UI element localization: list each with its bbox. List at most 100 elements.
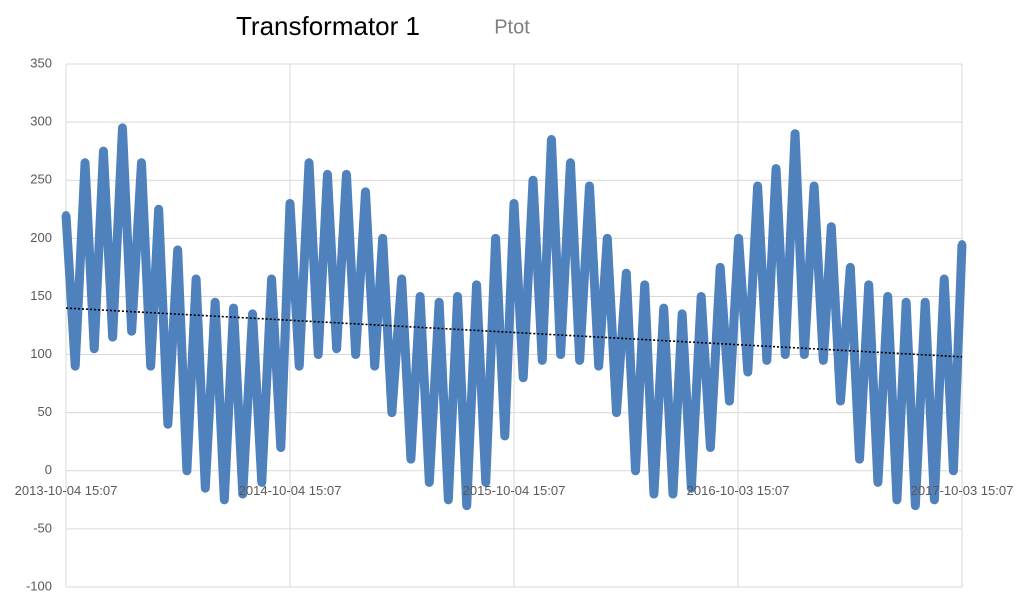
data-point [734, 234, 743, 243]
y-tick-label: 0 [45, 462, 52, 477]
data-point [883, 292, 892, 301]
data-point [154, 205, 163, 214]
data-point [127, 327, 136, 336]
data-point [342, 170, 351, 179]
data-point [491, 234, 500, 243]
data-point [192, 275, 201, 284]
data-point [556, 350, 565, 359]
data-point [201, 484, 210, 493]
data-point [351, 350, 360, 359]
data-point [462, 501, 471, 510]
data-point [836, 397, 845, 406]
x-tick-label: 2013-10-04 15:07 [15, 483, 118, 498]
data-point [182, 466, 191, 475]
data-point [370, 362, 379, 371]
data-point [772, 164, 781, 173]
data-point [295, 362, 304, 371]
data-point [397, 275, 406, 284]
data-point [267, 275, 276, 284]
data-point [444, 495, 453, 504]
data-point [566, 158, 575, 167]
data-point [248, 309, 257, 318]
data-point [603, 234, 612, 243]
data-point [819, 356, 828, 365]
data-point [71, 362, 80, 371]
data-point [855, 455, 864, 464]
data-point [958, 240, 966, 249]
data-point [585, 182, 594, 191]
y-tick-label: 200 [30, 230, 52, 245]
data-point [949, 466, 958, 475]
data-point [753, 182, 762, 191]
data-point [99, 147, 108, 156]
chart-subtitle: Ptot [494, 16, 530, 38]
y-tick-label: 250 [30, 172, 52, 187]
data-point [716, 263, 725, 272]
chart-title: Transformator 1 [236, 11, 420, 41]
data-point [810, 182, 819, 191]
data-point [146, 362, 155, 371]
data-point [314, 350, 323, 359]
y-tick-label: 300 [30, 114, 52, 129]
data-point [940, 275, 949, 284]
data-point [827, 222, 836, 231]
data-point [697, 292, 706, 301]
data-point [612, 408, 621, 417]
data-point [220, 495, 229, 504]
data-point [378, 234, 387, 243]
y-tick-label: -50 [33, 520, 52, 535]
data-point [163, 420, 172, 429]
data-point [406, 455, 415, 464]
trendline [65, 307, 963, 358]
data-point [510, 199, 518, 208]
data-point [481, 478, 490, 487]
data-point [387, 408, 396, 417]
x-tick-label: 2015-10-04 15:07 [463, 483, 566, 498]
data-point [276, 443, 285, 452]
data-point [173, 245, 182, 254]
y-tick-label: 150 [30, 288, 52, 303]
data-point [472, 280, 481, 289]
data-point [622, 269, 631, 278]
y-tick-label: -100 [26, 578, 52, 593]
data-point [286, 199, 294, 208]
data-point [435, 298, 444, 307]
data-point [416, 292, 425, 301]
data-point [519, 373, 528, 382]
data-point [687, 484, 696, 493]
data-point [640, 280, 649, 289]
data-point [323, 170, 332, 179]
data-point [911, 501, 920, 510]
data-point [81, 158, 90, 167]
data-point [529, 176, 538, 185]
data-point [762, 356, 771, 365]
data-point [743, 367, 752, 376]
data-point [137, 158, 146, 167]
data-point [864, 280, 873, 289]
data-point [238, 490, 247, 499]
data-point [678, 309, 687, 318]
data-point [453, 292, 462, 301]
data-point [118, 123, 127, 132]
data-point [725, 397, 734, 406]
data-point [846, 263, 855, 272]
data-point [229, 304, 238, 313]
data-point [659, 304, 668, 313]
data-point [361, 187, 370, 196]
data-point [706, 443, 715, 452]
y-tick-label: 50 [38, 404, 52, 419]
x-tick-label: 2016-10-03 15:07 [687, 483, 790, 498]
data-point [800, 350, 809, 359]
data-point [649, 490, 658, 499]
data-point [873, 478, 882, 487]
data-point [62, 211, 70, 220]
data-point [575, 356, 584, 365]
data-point [108, 333, 117, 342]
data-point [902, 298, 911, 307]
data-point [631, 466, 640, 475]
data-point [781, 350, 790, 359]
y-tick-label: 100 [30, 346, 52, 361]
y-tick-label: 350 [30, 55, 52, 70]
data-point [921, 298, 930, 307]
